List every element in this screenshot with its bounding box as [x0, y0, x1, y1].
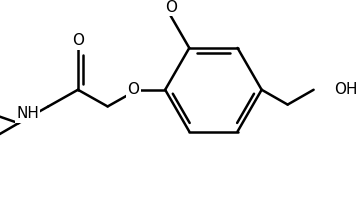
Text: O: O	[165, 0, 177, 15]
Text: OH: OH	[334, 82, 356, 97]
Text: NH: NH	[16, 106, 39, 121]
Text: O: O	[72, 33, 84, 48]
Text: O: O	[127, 82, 140, 97]
